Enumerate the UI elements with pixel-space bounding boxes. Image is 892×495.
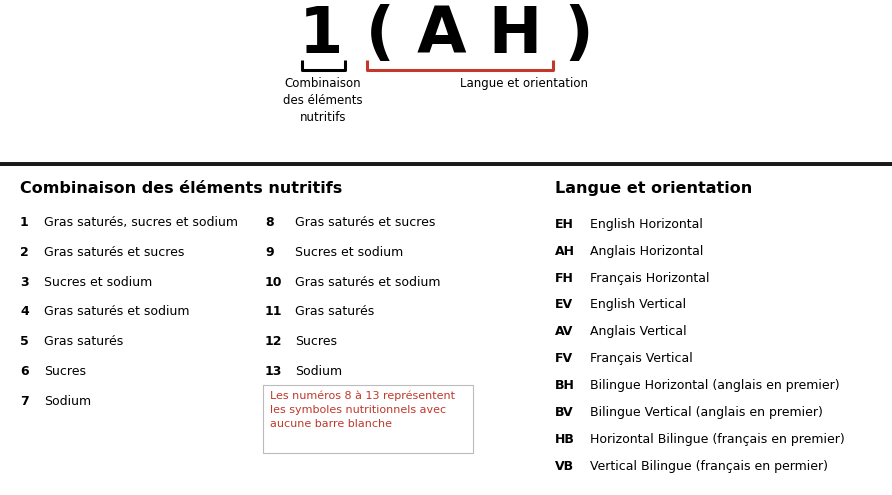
Text: Sucres: Sucres: [44, 365, 86, 378]
Text: 9: 9: [265, 246, 274, 258]
Text: Français Horizontal: Français Horizontal: [590, 272, 709, 285]
Text: English Vertical: English Vertical: [590, 298, 686, 311]
Text: Sucres et sodium: Sucres et sodium: [295, 246, 403, 258]
Text: 10: 10: [265, 276, 283, 289]
Text: Combinaison
des éléments
nutritifs: Combinaison des éléments nutritifs: [283, 77, 363, 124]
Text: 8: 8: [265, 216, 274, 229]
Text: 7: 7: [20, 395, 29, 408]
Text: Gras saturés, sucres et sodium: Gras saturés, sucres et sodium: [44, 216, 238, 229]
Text: 4: 4: [20, 305, 29, 318]
Text: 1 ( A H ): 1 ( A H ): [299, 4, 593, 66]
Text: Français Vertical: Français Vertical: [590, 352, 693, 365]
FancyBboxPatch shape: [263, 385, 473, 453]
Text: Gras saturés et sodium: Gras saturés et sodium: [295, 276, 441, 289]
Text: Horizontal Bilingue (français en premier): Horizontal Bilingue (français en premier…: [590, 433, 845, 446]
Text: Bilingue Vertical (anglais en premier): Bilingue Vertical (anglais en premier): [590, 406, 823, 419]
Text: 6: 6: [20, 365, 29, 378]
Text: Langue et orientation: Langue et orientation: [460, 77, 588, 91]
Text: Vertical Bilingue (français en permier): Vertical Bilingue (français en permier): [590, 460, 828, 473]
Text: 12: 12: [265, 336, 283, 348]
Text: EV: EV: [555, 298, 574, 311]
Text: EH: EH: [555, 218, 574, 231]
Text: Anglais Horizontal: Anglais Horizontal: [590, 245, 704, 257]
Text: BV: BV: [555, 406, 574, 419]
Text: Langue et orientation: Langue et orientation: [555, 181, 752, 196]
Text: Gras saturés: Gras saturés: [295, 305, 375, 318]
Text: Les numéros 8 à 13 représentent
les symboles nutritionnels avec
aucune barre bla: Les numéros 8 à 13 représentent les symb…: [270, 390, 455, 429]
Text: 1: 1: [20, 216, 29, 229]
Text: Gras saturés et sucres: Gras saturés et sucres: [44, 246, 185, 258]
Text: Gras saturés: Gras saturés: [44, 336, 123, 348]
Text: Anglais Vertical: Anglais Vertical: [590, 325, 687, 339]
Text: AV: AV: [555, 325, 574, 339]
Text: 2: 2: [20, 246, 29, 258]
Text: VB: VB: [555, 460, 574, 473]
Text: FV: FV: [555, 352, 574, 365]
Text: 11: 11: [265, 305, 283, 318]
Text: HB: HB: [555, 433, 574, 446]
Text: 5: 5: [20, 336, 29, 348]
Text: Sodium: Sodium: [295, 365, 343, 378]
Text: Sucres: Sucres: [295, 336, 337, 348]
Text: BH: BH: [555, 379, 574, 393]
Text: Gras saturés et sodium: Gras saturés et sodium: [44, 305, 189, 318]
Text: Sodium: Sodium: [44, 395, 91, 408]
Text: Gras saturés et sucres: Gras saturés et sucres: [295, 216, 435, 229]
Text: Bilingue Horizontal (anglais en premier): Bilingue Horizontal (anglais en premier): [590, 379, 839, 393]
Text: English Horizontal: English Horizontal: [590, 218, 703, 231]
Text: Combinaison des éléments nutritifs: Combinaison des éléments nutritifs: [20, 181, 343, 196]
Text: FH: FH: [555, 272, 574, 285]
Text: 13: 13: [265, 365, 283, 378]
Text: 3: 3: [20, 276, 29, 289]
Text: AH: AH: [555, 245, 575, 257]
Text: Sucres et sodium: Sucres et sodium: [44, 276, 153, 289]
